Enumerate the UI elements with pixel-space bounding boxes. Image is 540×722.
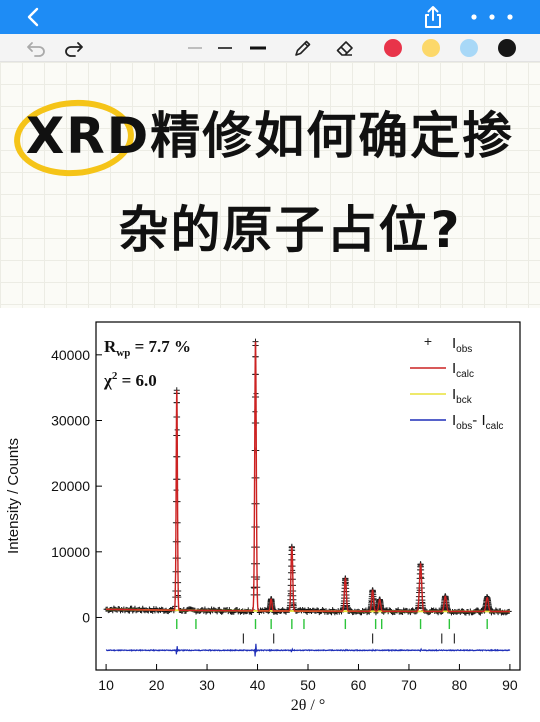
top-nav-bar bbox=[0, 0, 540, 34]
drawing-toolbar bbox=[0, 34, 540, 62]
y-tick-label: 0 bbox=[82, 609, 90, 625]
legend-obs-label: Iobs bbox=[452, 335, 472, 355]
legend-diff-label: Iobs- Icalc bbox=[452, 412, 503, 432]
calculated-curve bbox=[106, 341, 510, 613]
x-tick-label: 70 bbox=[401, 677, 417, 693]
y-tick-label: 30000 bbox=[51, 412, 90, 428]
x-tick-label: 60 bbox=[351, 677, 367, 693]
eraser-icon[interactable] bbox=[332, 36, 358, 60]
x-tick-label: 50 bbox=[300, 677, 316, 693]
y-axis-label: Intensity / Counts bbox=[5, 438, 22, 554]
xrd-text: XRD bbox=[25, 107, 151, 165]
medium-stroke-icon[interactable] bbox=[214, 36, 236, 60]
legend-obs-symbol: + bbox=[424, 333, 432, 349]
more-options-icon[interactable] bbox=[464, 0, 520, 34]
chart-legend: + Iobs Icalc Ibck Iobs- Icalc bbox=[410, 333, 503, 432]
y-tick-label: 20000 bbox=[51, 478, 90, 494]
note-title-line-2: 杂的原子占位? bbox=[118, 201, 462, 259]
x-tick-label: 30 bbox=[199, 677, 215, 693]
title-line-1-rest: 精修如何确定掺 bbox=[150, 107, 515, 165]
rwp-annotation: Rwp = 7.7 % bbox=[104, 337, 191, 359]
x-tick-label: 80 bbox=[452, 677, 468, 693]
legend-calc-label: Icalc bbox=[452, 360, 474, 380]
difference-curve bbox=[105, 643, 511, 657]
chi2-annotation: χ2 = 6.0 bbox=[103, 370, 157, 390]
thin-stroke-icon[interactable] bbox=[184, 36, 206, 60]
color-yellow-swatch[interactable] bbox=[418, 36, 444, 60]
thick-stroke-icon[interactable] bbox=[246, 36, 270, 60]
redo-icon[interactable] bbox=[60, 36, 88, 60]
note-title-line-1: XRD 精修如何确定掺 bbox=[0, 95, 540, 181]
color-black-swatch[interactable] bbox=[494, 36, 520, 60]
back-chevron-icon[interactable] bbox=[18, 0, 48, 34]
color-lightblue-swatch[interactable] bbox=[456, 36, 482, 60]
x-tick-label: 40 bbox=[250, 677, 266, 693]
x-tick-label: 90 bbox=[502, 677, 518, 693]
observed-intensity-series bbox=[103, 338, 512, 616]
x-tick-label: 20 bbox=[149, 677, 165, 693]
undo-icon[interactable] bbox=[22, 36, 50, 60]
pencil-icon[interactable] bbox=[290, 36, 316, 60]
share-icon[interactable] bbox=[418, 0, 448, 34]
xrd-highlight: XRD bbox=[11, 95, 151, 181]
xrd-refinement-figure: 10 20 30 40 50 60 70 80 90 0 10000 20000 30000 40000 … bbox=[0, 308, 540, 722]
xrd-chart: 10 20 30 40 50 60 70 80 90010000200003000040000 … bbox=[5, 321, 521, 714]
x-tick-label: 10 bbox=[98, 677, 114, 693]
y-tick-label: 10000 bbox=[51, 544, 90, 560]
x-axis-label: 2θ / ° bbox=[291, 697, 326, 714]
y-tick-label: 40000 bbox=[51, 347, 90, 363]
color-red-swatch[interactable] bbox=[380, 36, 406, 60]
legend-bck-label: Ibck bbox=[452, 386, 473, 406]
